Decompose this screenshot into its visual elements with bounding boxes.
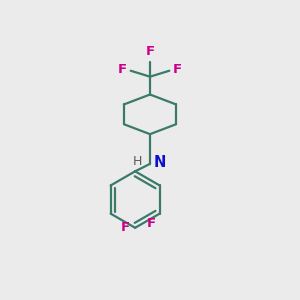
- Text: N: N: [154, 155, 166, 170]
- Text: F: F: [146, 45, 154, 58]
- Text: H: H: [133, 155, 142, 168]
- Text: F: F: [147, 217, 156, 230]
- Text: F: F: [121, 221, 130, 234]
- Text: F: F: [173, 63, 182, 76]
- Text: F: F: [118, 63, 127, 76]
